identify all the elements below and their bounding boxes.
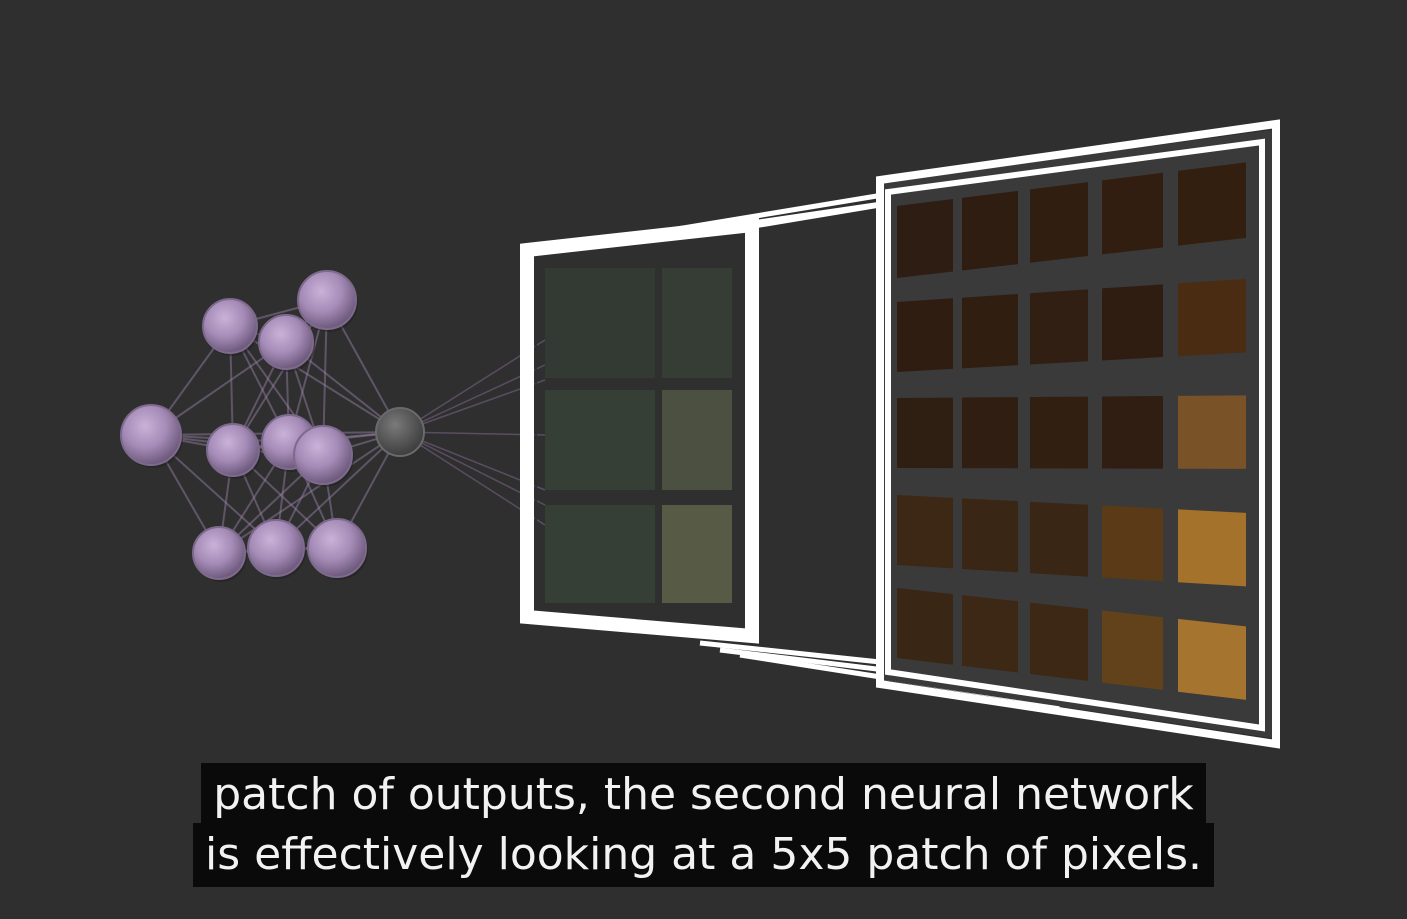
pixel-cell xyxy=(1030,501,1088,577)
pixel-cell xyxy=(1102,610,1163,690)
pixel-cell xyxy=(897,298,953,372)
neural-network xyxy=(120,270,425,582)
output-cell xyxy=(545,268,655,378)
pixel-patch xyxy=(876,119,1280,749)
pixel-cell xyxy=(1030,182,1088,263)
neuron xyxy=(293,425,353,485)
neuron xyxy=(202,298,258,354)
output-patch-cells xyxy=(545,268,732,603)
neuron xyxy=(120,404,182,466)
pixel-patch-outer-frame xyxy=(876,119,1280,749)
pixel-cell xyxy=(962,293,1018,369)
pixel-cell xyxy=(1102,396,1163,469)
output-patch xyxy=(520,217,759,644)
pixel-cell xyxy=(1102,172,1163,255)
subtitle-line-2: is effectively looking at a 5x5 patch of… xyxy=(0,823,1407,887)
pixel-cell xyxy=(962,397,1018,469)
pixel-cell xyxy=(1178,509,1246,587)
output-cell xyxy=(545,505,655,603)
pixel-patch-inner-frame xyxy=(885,138,1265,732)
output-cell xyxy=(545,390,655,490)
pixel-cell xyxy=(1102,284,1163,361)
subtitle-line-1: patch of outputs, the second neural netw… xyxy=(0,763,1407,827)
pixel-cell xyxy=(897,199,953,278)
pixel-cell xyxy=(962,498,1018,573)
pixel-cell xyxy=(897,397,953,469)
neuron xyxy=(258,314,314,370)
output-neuron xyxy=(375,407,425,457)
neuron xyxy=(206,423,260,477)
pixel-cell xyxy=(897,495,953,569)
pixel-cell xyxy=(1030,396,1088,469)
pixel-cell xyxy=(1178,162,1246,246)
pixel-cell xyxy=(962,190,1018,271)
pixel-cell xyxy=(1102,505,1163,582)
pixel-cell xyxy=(1178,618,1246,700)
pixel-cell xyxy=(897,588,953,665)
output-cell xyxy=(662,390,732,490)
subtitle-text-2: is effectively looking at a 5x5 patch of… xyxy=(192,823,1214,887)
pixel-cell xyxy=(1030,602,1088,681)
pixel-cell xyxy=(1178,395,1246,469)
pixel-patch-cells xyxy=(897,162,1246,700)
neuron xyxy=(297,270,357,330)
subtitle-text-1: patch of outputs, the second neural netw… xyxy=(201,763,1206,827)
pixel-cell xyxy=(962,595,1018,673)
output-patch-frame xyxy=(520,217,759,644)
pixel-cell xyxy=(1178,278,1246,357)
neuron xyxy=(192,526,246,580)
pixel-cell xyxy=(1030,289,1088,365)
output-cell xyxy=(662,268,732,378)
neuron xyxy=(307,518,367,578)
neuron xyxy=(247,519,305,577)
output-cell xyxy=(662,505,732,603)
